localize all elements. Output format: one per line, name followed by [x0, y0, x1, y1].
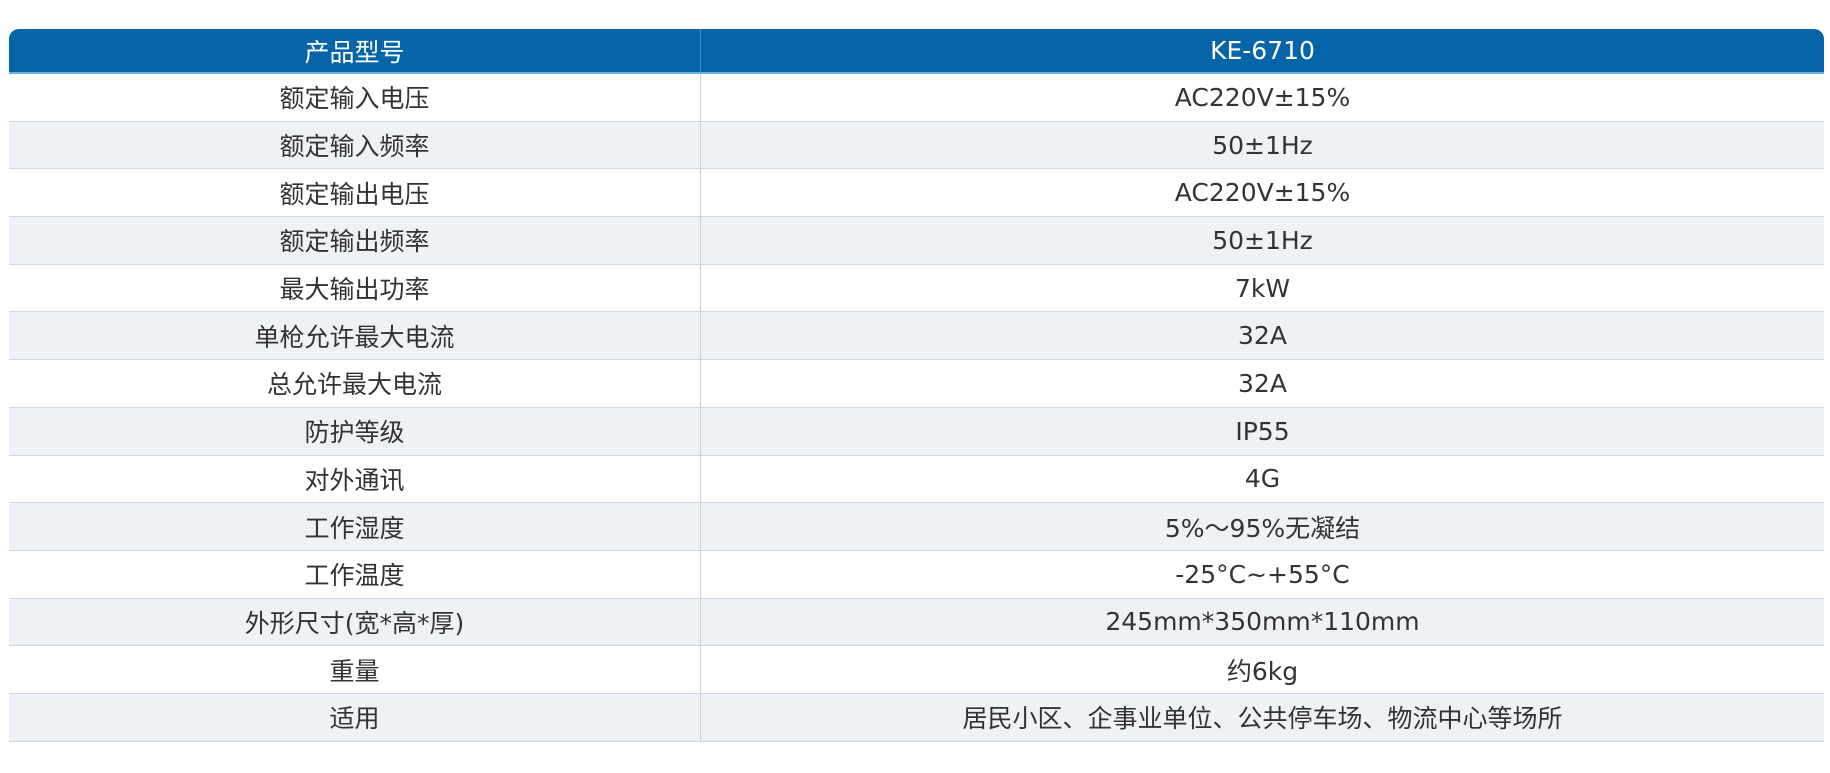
spec-label: 额定输出电压: [9, 169, 701, 217]
spec-value: 245mm*350mm*110mm: [1105, 607, 1420, 637]
spec-value: AC220V±15%: [1174, 178, 1351, 208]
spec-label: 最大输出功率: [9, 264, 701, 312]
spec-label: 工作温度: [9, 550, 701, 598]
spec-label: 工作湿度: [9, 503, 701, 550]
table-row: 总允许最大电流 32A: [9, 360, 1824, 408]
table-row: 额定输出电压 AC220V±15%: [9, 169, 1824, 218]
spec-value: 4G: [1244, 464, 1281, 494]
spec-label: 适用: [9, 693, 701, 741]
spec-value: 32A: [1238, 368, 1287, 398]
spec-value: 7kW: [1234, 273, 1291, 303]
spec-label: 外形尺寸(宽*高*厚): [9, 598, 701, 646]
spec-value: 32A: [1238, 321, 1287, 351]
spec-label: 额定输入电压: [9, 74, 701, 121]
table-row: 重量 约6kg: [9, 646, 1824, 694]
table-row: 适用 居民小区、企事业单位、公共停车场、物流中心等场所: [9, 693, 1824, 742]
spec-value: 居民小区、企事业单位、公共停车场、物流中心等场所: [962, 704, 1563, 734]
spec-value: -25°C~+55°C: [1175, 559, 1350, 589]
spec-label: 防护等级: [9, 407, 701, 455]
spec-value: 约6kg: [1226, 656, 1299, 686]
spec-label: 单枪允许最大电流: [9, 312, 701, 360]
spec-value: 50±1Hz: [1212, 225, 1313, 255]
spec-value: IP55: [1235, 416, 1290, 446]
spec-label: 重量: [9, 646, 701, 693]
spec-value: AC220V±15%: [1174, 82, 1351, 112]
header-model: KE-6710: [1210, 36, 1315, 65]
spec-label: 对外通讯: [9, 455, 701, 503]
table-header: 产品型号 KE-6710: [9, 29, 1824, 74]
spec-value: 5%～95%无凝结: [1164, 513, 1361, 543]
table-row: 额定输出频率 50±1Hz: [9, 217, 1824, 265]
spec-label: 总允许最大电流: [9, 360, 701, 407]
spec-label: 额定输出频率: [9, 217, 701, 264]
spec-label: 额定输入频率: [9, 121, 701, 169]
table-row: 防护等级 IP55: [9, 407, 1824, 456]
table-row: 单枪允许最大电流 32A: [9, 312, 1824, 361]
table-row: 工作温度 -25°C~+55°C: [9, 550, 1824, 599]
table-row: 对外通讯 4G: [9, 455, 1824, 504]
table-row: 额定输入电压 AC220V±15%: [9, 74, 1824, 122]
table-row: 外形尺寸(宽*高*厚) 245mm*350mm*110mm: [9, 598, 1824, 647]
spec-value: 50±1Hz: [1212, 130, 1313, 160]
table-row: 工作湿度 5%～95%无凝结: [9, 503, 1824, 551]
table-row: 最大输出功率 7kW: [9, 264, 1824, 313]
spec-table: 产品型号 KE-6710 额定输入电压 AC220V±15% 额定输入频率 50±1H…: [9, 29, 1824, 742]
table-row: 额定输入频率 50±1Hz: [9, 121, 1824, 170]
header-label: 产品型号: [9, 29, 701, 72]
